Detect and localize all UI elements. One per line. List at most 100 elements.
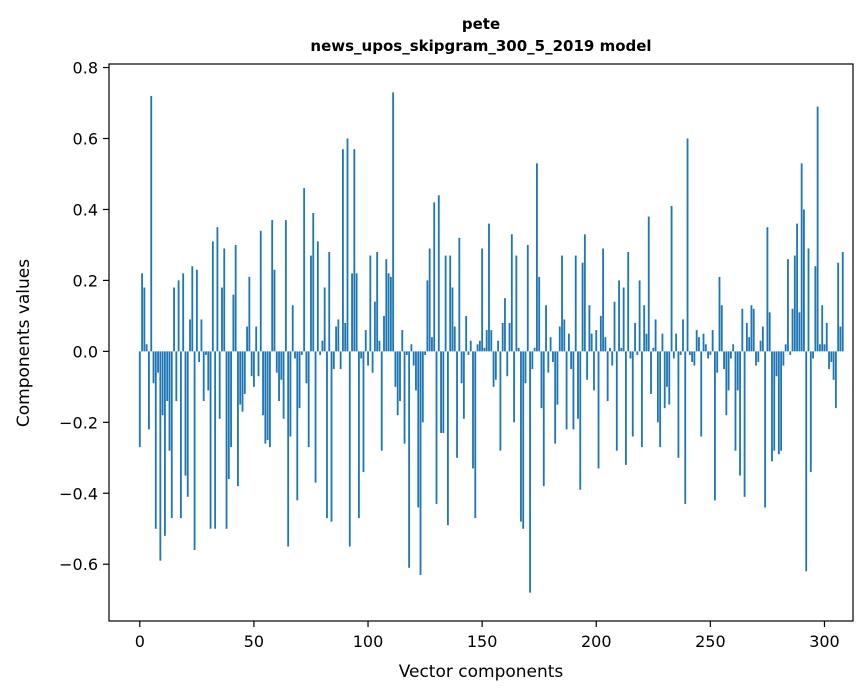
y-tick-label: 0.4: [73, 200, 98, 219]
bar-69: [296, 351, 299, 501]
bar-61: [278, 351, 280, 402]
bar-117: [405, 351, 408, 355]
bar-274: [764, 351, 767, 508]
bar-173: [533, 347, 536, 352]
bar-181: [551, 351, 554, 363]
bar-105: [378, 340, 381, 352]
bar-95: [355, 273, 358, 352]
bar-273: [761, 326, 764, 352]
bar-28: [202, 351, 205, 402]
bar-219: [638, 280, 641, 352]
bar-97: [360, 351, 363, 359]
bar-267: [748, 337, 751, 352]
bar-296: [814, 266, 817, 352]
bar-237: [679, 351, 682, 355]
y-axis: −0.6 −0.4 −0.2 0.0 0.2 0.4 0.6 0.8: [59, 59, 109, 574]
bar-12: [166, 351, 169, 402]
bar-189: [570, 351, 573, 370]
bar-207: [611, 351, 614, 366]
bar-172: [531, 351, 534, 370]
bar-128: [431, 337, 433, 352]
bar-246: [700, 351, 703, 437]
bar-77: [314, 351, 317, 483]
bar-197: [588, 305, 591, 352]
bar-100: [367, 351, 369, 366]
bar-132: [440, 351, 442, 433]
bar-108: [385, 259, 388, 352]
bar-161: [506, 351, 509, 377]
bar-127: [428, 248, 431, 352]
bar-94: [353, 149, 356, 352]
bar-272: [759, 340, 762, 352]
bar-284: [787, 259, 789, 352]
bar-279: [775, 351, 778, 377]
bar-253: [716, 351, 719, 373]
bar-34: [216, 227, 219, 352]
bar-91: [346, 138, 349, 352]
bar-292: [805, 351, 808, 572]
bar-259: [729, 351, 732, 359]
bar-235: [675, 333, 678, 352]
bar-294: [809, 351, 812, 472]
bar-276: [768, 312, 771, 352]
bar-206: [609, 347, 611, 352]
bar-214: [627, 252, 630, 352]
bar-165: [515, 255, 518, 352]
bar-54: [262, 351, 264, 416]
bar-303: [830, 351, 833, 363]
bar-249: [707, 351, 709, 359]
bar-68: [294, 351, 296, 359]
bar-93: [351, 273, 353, 352]
bar-271: [757, 351, 760, 363]
x-tick-label: 50: [244, 632, 264, 651]
bar-64: [284, 220, 287, 352]
bar-60: [275, 351, 278, 373]
bar-188: [567, 333, 570, 352]
bar-163: [510, 234, 513, 352]
bar-229: [661, 333, 664, 352]
bar-82: [326, 351, 328, 519]
bar-194: [581, 262, 584, 352]
bar-65: [287, 351, 290, 547]
bar-205: [606, 351, 609, 402]
bar-14: [170, 351, 173, 519]
bar-17: [177, 280, 180, 352]
bar-230: [663, 351, 666, 409]
bar-120: [412, 351, 415, 366]
bar-220: [640, 351, 643, 448]
bar-92: [348, 351, 351, 547]
bar-281: [780, 351, 783, 451]
bar-178: [545, 305, 547, 352]
bar-275: [766, 227, 769, 352]
bar-110: [389, 276, 392, 352]
y-tick-label: 0.8: [73, 59, 98, 78]
bar-63: [282, 351, 285, 419]
bar-44: [239, 351, 242, 405]
bar-231: [666, 351, 668, 387]
bar-123: [419, 351, 422, 575]
bar-307: [839, 326, 842, 352]
bar-158: [499, 351, 502, 451]
bar-210: [618, 280, 620, 352]
bar-32: [211, 241, 214, 352]
bar-58: [271, 220, 274, 352]
bar-150: [481, 248, 484, 352]
bar-5: [150, 95, 153, 352]
y-tick-label: 0.0: [73, 342, 98, 361]
bar-234: [672, 351, 675, 359]
bar-38: [225, 351, 228, 529]
bar-297: [816, 106, 819, 352]
bar-30: [207, 351, 210, 391]
bar-227: [656, 351, 659, 423]
bar-164: [513, 351, 516, 423]
bar-222: [645, 333, 648, 352]
bar-268: [750, 305, 753, 352]
bar-241: [688, 351, 691, 355]
bar-80: [321, 340, 324, 352]
bar-72: [303, 188, 306, 352]
bar-224: [650, 351, 652, 394]
bar-217: [634, 322, 636, 352]
bar-40: [230, 351, 233, 448]
bar-199: [593, 351, 595, 391]
bar-75: [310, 255, 312, 352]
